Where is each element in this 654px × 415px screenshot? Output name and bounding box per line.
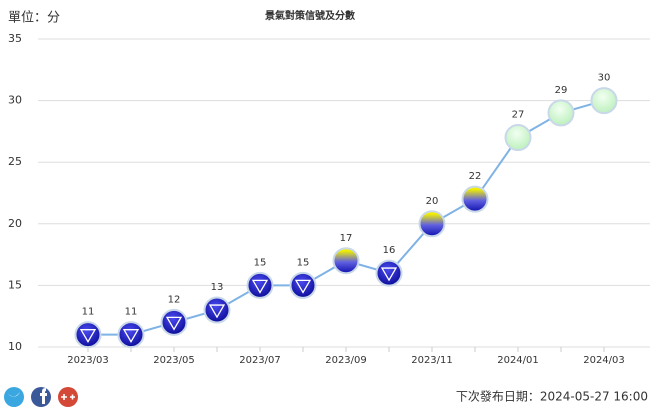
value-label: 12 xyxy=(168,294,181,305)
signal-marker xyxy=(375,259,403,287)
signal-triangle xyxy=(251,279,269,294)
value-label: 13 xyxy=(211,282,224,293)
signal-marker xyxy=(117,321,145,349)
signal-marker xyxy=(418,210,446,238)
signal-triangle xyxy=(79,329,97,343)
y-tick-label: 35 xyxy=(8,32,22,45)
y-tick-label: 10 xyxy=(8,340,22,353)
value-label: 16 xyxy=(383,245,396,256)
social-icons[interactable] xyxy=(4,387,78,407)
signal-triangle xyxy=(122,329,140,343)
x-tick-label: 2024/03 xyxy=(583,355,625,366)
google-plus-icon[interactable] xyxy=(58,387,78,407)
signal-marker xyxy=(332,247,360,275)
x-tick-label: 2023/09 xyxy=(325,355,367,366)
signal-triangle xyxy=(380,267,398,282)
signal-triangle xyxy=(165,316,183,331)
signal-marker xyxy=(203,296,231,324)
signal-marker xyxy=(461,185,489,213)
y-tick-label: 30 xyxy=(8,94,22,107)
x-tick-label: 2023/11 xyxy=(411,355,453,366)
signal-marker xyxy=(246,271,274,299)
value-label: 11 xyxy=(125,307,138,318)
signal-marker xyxy=(547,99,575,127)
signal-marker xyxy=(504,124,532,152)
value-label: 15 xyxy=(297,257,310,268)
x-tick-label: 2023/03 xyxy=(67,355,109,366)
x-tick-label: 2023/07 xyxy=(239,355,281,366)
signal-triangle xyxy=(294,279,312,294)
signal-marker xyxy=(590,87,618,115)
signal-triangle xyxy=(208,304,226,319)
twitter-icon[interactable] xyxy=(4,387,24,407)
value-label: 15 xyxy=(254,257,267,268)
value-label: 17 xyxy=(340,233,353,244)
signal-marker xyxy=(160,308,188,336)
x-tick-label: 2023/05 xyxy=(153,355,195,366)
unit-label: 單位：分 xyxy=(8,11,60,26)
value-label: 30 xyxy=(598,73,611,84)
y-tick-label: 15 xyxy=(8,278,22,291)
facebook-icon[interactable] xyxy=(31,387,51,407)
value-label: 20 xyxy=(426,196,439,207)
value-label: 27 xyxy=(512,110,525,121)
value-label: 22 xyxy=(469,171,482,182)
signal-marker xyxy=(289,271,317,299)
y-tick-label: 20 xyxy=(8,217,22,230)
signal-marker xyxy=(74,321,102,349)
y-tick-label: 25 xyxy=(8,155,22,168)
chart-title: 景氣對策信號及分數 xyxy=(265,9,355,22)
value-label: 11 xyxy=(82,307,95,318)
next-release: 下次發布日期：2024-05-27 16:00 xyxy=(456,389,648,404)
x-tick-label: 2024/01 xyxy=(497,355,539,366)
value-label: 29 xyxy=(555,85,568,96)
